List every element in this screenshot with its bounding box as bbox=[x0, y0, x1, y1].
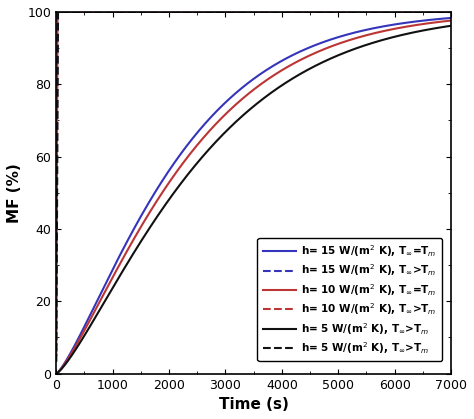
h= 10 W/(m$^2$ K), T$_\infty$=T$_m$ bbox=[290, 61, 296, 66]
h= 10 W/(m$^2$ K), T$_\infty$>T$_m$ bbox=[448, 10, 454, 15]
h= 5 W/(m$^2$ K), T$_\infty$>T$_m$ bbox=[448, 10, 454, 15]
h= 10 W/(m$^2$ K), T$_\infty$=T$_m$ bbox=[448, 18, 454, 23]
h= 10 W/(m$^2$ K), T$_\infty$>T$_m$ bbox=[55, 10, 60, 15]
h= 15 W/(m$^2$ K), T$_\infty$>T$_m$ bbox=[125, 10, 131, 15]
h= 10 W/(m$^2$ K), T$_\infty$=T$_m$ bbox=[204, 131, 210, 136]
h= 10 W/(m$^2$ K), T$_\infty$>T$_m$ bbox=[290, 10, 296, 15]
h= 10 W/(m$^2$ K), T$_\infty$=T$_m$ bbox=[348, 37, 354, 42]
h= 5 W/(m$^2$ K), T$_\infty$>T$_m$ bbox=[378, 10, 384, 15]
h= 5 W/(m$^2$ K), T$_\infty$>T$_m$ bbox=[448, 23, 454, 28]
h= 10 W/(m$^2$ K), T$_\infty$=T$_m$ bbox=[378, 29, 383, 34]
h= 5 W/(m$^2$ K), T$_\infty$>T$_m$ bbox=[125, 260, 131, 265]
h= 10 W/(m$^2$ K), T$_\infty$=T$_m$ bbox=[125, 247, 131, 252]
X-axis label: Time (s): Time (s) bbox=[219, 397, 289, 412]
h= 5 W/(m$^2$ K), T$_\infty$>T$_m$ bbox=[290, 10, 296, 15]
h= 5 W/(m$^2$ K), T$_\infty$>T$_m$ bbox=[204, 149, 210, 154]
h= 15 W/(m$^2$ K), T$_\infty$=T$_m$ bbox=[378, 24, 383, 29]
h= 15 W/(m$^2$ K), T$_\infty$>T$_m$ bbox=[55, 10, 60, 15]
h= 10 W/(m$^2$ K), T$_\infty$>T$_m$ bbox=[378, 10, 384, 15]
h= 5 W/(m$^2$ K), T$_\infty$>T$_m$ bbox=[310, 10, 316, 15]
h= 15 W/(m$^2$ K), T$_\infty$=T$_m$ bbox=[125, 237, 131, 242]
h= 5 W/(m$^2$ K), T$_\infty$>T$_m$ bbox=[54, 371, 59, 376]
h= 5 W/(m$^2$ K), T$_\infty$>T$_m$ bbox=[348, 48, 354, 53]
h= 5 W/(m$^2$ K), T$_\infty$>T$_m$ bbox=[378, 38, 383, 43]
h= 5 W/(m$^2$ K), T$_\infty$>T$_m$ bbox=[125, 10, 131, 15]
Line: h= 10 W/(m$^2$ K), T$_\infty$>T$_m$: h= 10 W/(m$^2$ K), T$_\infty$>T$_m$ bbox=[56, 12, 451, 356]
h= 5 W/(m$^2$ K), T$_\infty$>T$_m$ bbox=[348, 10, 354, 15]
Line: h= 5 W/(m$^2$ K), T$_\infty$>T$_m$: h= 5 W/(m$^2$ K), T$_\infty$>T$_m$ bbox=[56, 12, 451, 362]
h= 15 W/(m$^2$ K), T$_\infty$=T$_m$ bbox=[290, 52, 296, 57]
h= 10 W/(m$^2$ K), T$_\infty$=T$_m$ bbox=[310, 52, 316, 57]
h= 15 W/(m$^2$ K), T$_\infty$=T$_m$ bbox=[204, 119, 210, 124]
Line: h= 15 W/(m$^2$ K), T$_\infty$>T$_m$: h= 15 W/(m$^2$ K), T$_\infty$>T$_m$ bbox=[56, 12, 451, 352]
h= 10 W/(m$^2$ K), T$_\infty$>T$_m$ bbox=[348, 10, 354, 15]
h= 10 W/(m$^2$ K), T$_\infty$=T$_m$ bbox=[54, 371, 59, 376]
Line: h= 5 W/(m$^2$ K), T$_\infty$>T$_m$: h= 5 W/(m$^2$ K), T$_\infty$>T$_m$ bbox=[56, 26, 451, 374]
h= 5 W/(m$^2$ K), T$_\infty$>T$_m$ bbox=[55, 10, 61, 15]
h= 10 W/(m$^2$ K), T$_\infty$>T$_m$ bbox=[310, 10, 316, 15]
Legend: h= 15 W/(m$^2$ K), T$_\infty$=T$_m$, h= 15 W/(m$^2$ K), T$_\infty$>T$_m$, h= 10 : h= 15 W/(m$^2$ K), T$_\infty$=T$_m$, h= … bbox=[257, 238, 442, 361]
h= 10 W/(m$^2$ K), T$_\infty$>T$_m$ bbox=[54, 354, 59, 359]
h= 10 W/(m$^2$ K), T$_\infty$>T$_m$ bbox=[125, 10, 131, 15]
h= 15 W/(m$^2$ K), T$_\infty$>T$_m$ bbox=[204, 10, 210, 15]
h= 15 W/(m$^2$ K), T$_\infty$>T$_m$ bbox=[290, 10, 296, 15]
h= 5 W/(m$^2$ K), T$_\infty$>T$_m$ bbox=[54, 359, 59, 364]
h= 5 W/(m$^2$ K), T$_\infty$>T$_m$ bbox=[204, 10, 210, 15]
h= 15 W/(m$^2$ K), T$_\infty$>T$_m$ bbox=[310, 10, 316, 15]
h= 5 W/(m$^2$ K), T$_\infty$>T$_m$ bbox=[310, 65, 316, 70]
h= 15 W/(m$^2$ K), T$_\infty$=T$_m$ bbox=[310, 44, 316, 49]
h= 10 W/(m$^2$ K), T$_\infty$>T$_m$ bbox=[204, 10, 210, 15]
h= 15 W/(m$^2$ K), T$_\infty$=T$_m$ bbox=[448, 16, 454, 21]
h= 15 W/(m$^2$ K), T$_\infty$>T$_m$ bbox=[448, 10, 454, 15]
h= 5 W/(m$^2$ K), T$_\infty$>T$_m$ bbox=[290, 76, 296, 81]
h= 15 W/(m$^2$ K), T$_\infty$=T$_m$ bbox=[348, 31, 354, 36]
Line: h= 10 W/(m$^2$ K), T$_\infty$=T$_m$: h= 10 W/(m$^2$ K), T$_\infty$=T$_m$ bbox=[56, 21, 451, 374]
h= 15 W/(m$^2$ K), T$_\infty$=T$_m$ bbox=[54, 371, 59, 376]
Line: h= 15 W/(m$^2$ K), T$_\infty$=T$_m$: h= 15 W/(m$^2$ K), T$_\infty$=T$_m$ bbox=[56, 18, 451, 374]
h= 15 W/(m$^2$ K), T$_\infty$>T$_m$ bbox=[348, 10, 354, 15]
h= 15 W/(m$^2$ K), T$_\infty$>T$_m$ bbox=[378, 10, 384, 15]
h= 15 W/(m$^2$ K), T$_\infty$>T$_m$ bbox=[54, 349, 59, 354]
Y-axis label: MF (%): MF (%) bbox=[7, 163, 22, 222]
